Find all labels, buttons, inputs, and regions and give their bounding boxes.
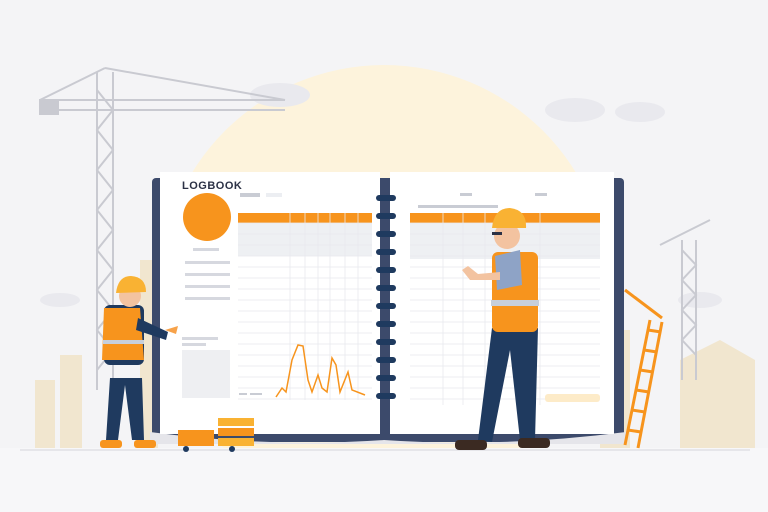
crane-icon bbox=[659, 219, 711, 380]
spiral-ring bbox=[376, 213, 396, 219]
spiral-ring bbox=[376, 249, 396, 255]
ladder-icon bbox=[623, 288, 664, 449]
spiral-ring bbox=[376, 321, 396, 327]
spiral-ring bbox=[376, 303, 396, 309]
pallet-jack-icon bbox=[178, 418, 254, 452]
spiral-binding-icon bbox=[376, 195, 396, 399]
spiral-ring bbox=[376, 357, 396, 363]
spiral-ring bbox=[376, 339, 396, 345]
worker-left bbox=[100, 276, 178, 448]
left-sidebar-items bbox=[182, 248, 230, 346]
spiral-ring bbox=[376, 195, 396, 201]
spiral-ring bbox=[376, 231, 396, 237]
line-chart-icon bbox=[275, 344, 366, 398]
profile-circle bbox=[183, 193, 231, 241]
spiral-ring bbox=[376, 285, 396, 291]
spiral-ring bbox=[376, 393, 396, 399]
ground bbox=[0, 448, 768, 512]
status-pill bbox=[545, 394, 600, 402]
spiral-ring bbox=[376, 375, 396, 381]
spiral-ring bbox=[376, 267, 396, 273]
logbook-title: LOGBOOK bbox=[182, 180, 243, 192]
worker-right bbox=[455, 208, 550, 450]
notes-box bbox=[182, 350, 230, 398]
